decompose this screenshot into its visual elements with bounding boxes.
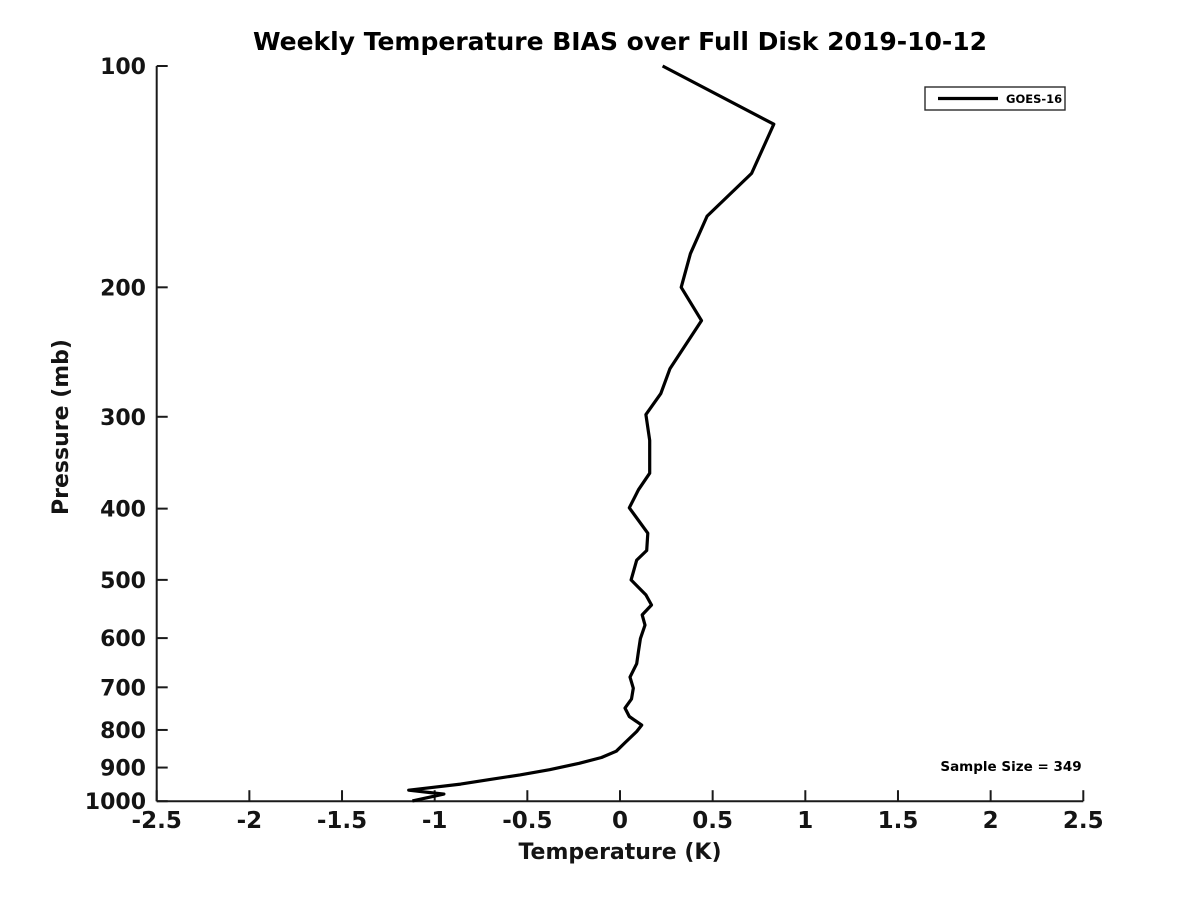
bias-curve-goes16 [407,64,776,803]
y-tick-label: 800 [100,719,146,744]
y-tick-label: 200 [100,276,146,301]
y-axis-label: Pressure (mb) [49,339,74,515]
y-tick-label: 400 [100,498,146,523]
y-tick-label: 700 [100,676,146,701]
sample-size-annotation: Sample Size = 349 [940,759,1081,775]
x-tick-label: 1 [797,808,813,834]
x-tick-label: 0.5 [692,808,733,834]
x-axis-label: Temperature (K) [518,840,721,865]
legend: GOES-16 [924,86,1066,111]
y-tick-label: 1000 [85,790,146,815]
x-tick-label: -1.5 [317,808,367,834]
axes-layer: -2.5 -2 -1.5 -1 -0.5 0 0.5 1 1.5 2 2.5 100 200 300 400… [85,55,1104,834]
y-tick-label: 300 [100,406,146,431]
x-tick-label: 1.5 [878,808,919,834]
chart-title: Weekly Temperature BIAS over Full Disk 2… [253,27,987,56]
y-tick-label: 900 [100,757,146,782]
x-tick-label: -1 [422,808,448,834]
y-tick-label: 600 [100,627,146,652]
y-tick-label: 100 [100,55,146,80]
x-tick-label: -2.5 [132,808,182,834]
y-tick-label: 500 [100,569,146,594]
curve-layer [407,64,776,803]
x-tick-label: -0.5 [502,808,552,834]
legend-label: GOES-16 [1006,92,1062,106]
x-tick-label: 2 [983,808,999,834]
x-tick-label: -2 [237,808,263,834]
x-tick-label: 2.5 [1063,808,1104,834]
x-tick-label: 0 [612,808,628,834]
